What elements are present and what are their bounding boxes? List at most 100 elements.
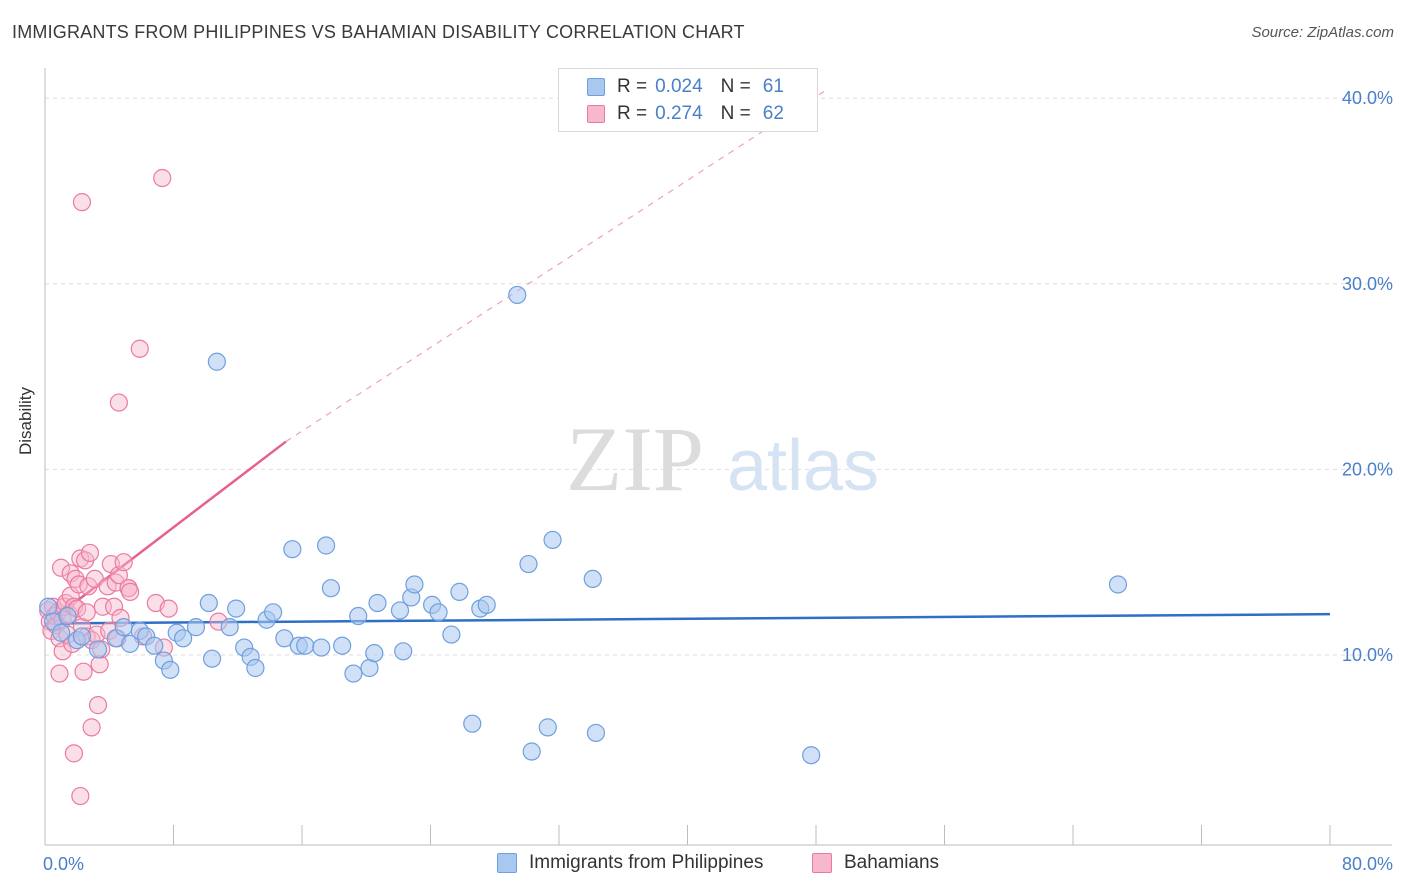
- chart-title: IMMIGRANTS FROM PHILIPPINES VS BAHAMIAN …: [12, 22, 745, 42]
- bahamians-point: [74, 662, 93, 681]
- x-tick-label: 0.0%: [43, 854, 84, 874]
- philippines-point: [586, 723, 606, 743]
- philippines-point: [543, 530, 562, 550]
- y-tick-label: 40.0%: [1342, 88, 1393, 108]
- bahamians-point: [130, 339, 149, 358]
- philippines-point: [368, 593, 387, 613]
- bahamians-point: [71, 786, 90, 806]
- philippines-point: [227, 599, 246, 618]
- bottom-legend-label: Bahamians: [844, 852, 940, 873]
- philippines-point: [405, 575, 424, 594]
- legend-n-label: N =: [720, 103, 751, 124]
- legend-row-philippines: R = 0.024 N = 61: [587, 75, 784, 99]
- correlation-legend: R = 0.024 N = 61 R = 0.274 N = 62: [558, 68, 818, 132]
- philippines-point: [145, 636, 164, 655]
- data-points: [39, 168, 1128, 806]
- philippines-point: [88, 640, 108, 659]
- legend-r-label: R =: [617, 76, 648, 97]
- bahamians-point: [79, 577, 98, 596]
- bahamians-point: [114, 553, 133, 572]
- legend-r-value: 0.274: [655, 103, 703, 124]
- bahamians-point: [51, 558, 71, 577]
- philippines-point: [174, 629, 193, 648]
- legend-swatch-blue: [587, 78, 605, 96]
- y-tick-label: 20.0%: [1342, 459, 1393, 479]
- legend-row-bahamians: R = 0.274 N = 62: [587, 102, 784, 126]
- y-axis-title: Disability: [16, 386, 35, 455]
- philippines-point: [522, 742, 541, 761]
- bottom-legend-label: Immigrants from Philippines: [529, 852, 764, 873]
- bahamians-point: [80, 543, 100, 563]
- philippines-point: [312, 638, 331, 657]
- philippines-point: [583, 569, 602, 589]
- philippines-point: [394, 642, 413, 661]
- philippines-point: [508, 285, 527, 305]
- philippines-point: [316, 536, 336, 555]
- legend-r-label: R =: [617, 103, 648, 124]
- philippines-point: [429, 603, 448, 622]
- bahamians-point: [64, 744, 84, 763]
- philippines-point: [390, 601, 410, 620]
- philippines-point: [202, 649, 222, 668]
- y-tick-label: 10.0%: [1342, 645, 1393, 665]
- bahamians-point: [50, 664, 69, 683]
- legend-n-label: N =: [720, 76, 751, 97]
- bahamians-point: [82, 718, 101, 737]
- philippines-point: [161, 660, 180, 679]
- philippines-point: [199, 593, 218, 613]
- philippines-point: [263, 603, 283, 622]
- bahamians-point: [53, 642, 72, 661]
- bahamians-point: [77, 603, 96, 622]
- bahamians-point: [121, 582, 140, 601]
- x-tick-label: 80.0%: [1342, 854, 1393, 874]
- watermark: ZIP atlas: [566, 408, 879, 510]
- philippines-point: [463, 714, 482, 733]
- legend-n-value: 62: [762, 103, 784, 124]
- bahamians-point: [72, 193, 92, 212]
- bahamians-point: [159, 599, 178, 618]
- philippines-point: [538, 718, 557, 737]
- legend-r-value: 0.024: [655, 76, 703, 97]
- philippines-point: [283, 540, 302, 559]
- trend-lines: [44, 88, 1331, 627]
- tick-labels: 10.0% 20.0% 30.0% 40.0% 0.0% 80.0%: [43, 88, 1393, 874]
- philippines-point: [220, 618, 239, 637]
- philippines-point: [477, 595, 496, 614]
- legend-swatch-pink: [587, 105, 605, 123]
- grid-lines: [45, 97, 1392, 656]
- bahamians-point: [153, 168, 172, 188]
- philippines-point: [114, 618, 133, 637]
- source-label: Source: ZipAtlas.com: [1251, 24, 1394, 41]
- philippines-point: [296, 636, 315, 655]
- philippines-point: [802, 746, 821, 765]
- philippines-point: [72, 627, 92, 646]
- axes: [44, 68, 1392, 846]
- philippines-point: [450, 582, 469, 601]
- philippines-point: [275, 629, 294, 648]
- bottom-legend-swatch-blue: [497, 853, 517, 873]
- watermark-atlas: atlas: [727, 426, 879, 506]
- philippines-point: [207, 352, 226, 371]
- philippines-point: [442, 625, 461, 644]
- philippines-point: [321, 579, 341, 598]
- bahamians-trend-extension: [285, 88, 829, 443]
- bottom-legend-bahamians: Bahamians: [812, 852, 939, 874]
- philippines-point: [519, 554, 538, 574]
- watermark-zip: ZIP: [566, 408, 704, 510]
- philippines-point: [333, 636, 352, 655]
- philippines-point: [349, 606, 368, 626]
- bahamians-point: [104, 597, 124, 616]
- philippines-point: [344, 664, 363, 683]
- bahamians-point: [109, 393, 128, 412]
- philippines-point: [51, 623, 71, 642]
- bottom-legend-swatch-pink: [812, 853, 832, 873]
- y-tick-label: 30.0%: [1342, 274, 1393, 294]
- legend-n-value: 61: [762, 76, 784, 97]
- philippines-point: [186, 618, 206, 637]
- philippines-point: [1108, 575, 1128, 594]
- philippines-point: [246, 658, 265, 678]
- philippines-point: [365, 644, 384, 663]
- bottom-legend-philippines: Immigrants from Philippines: [497, 852, 763, 874]
- philippines-point: [121, 634, 140, 653]
